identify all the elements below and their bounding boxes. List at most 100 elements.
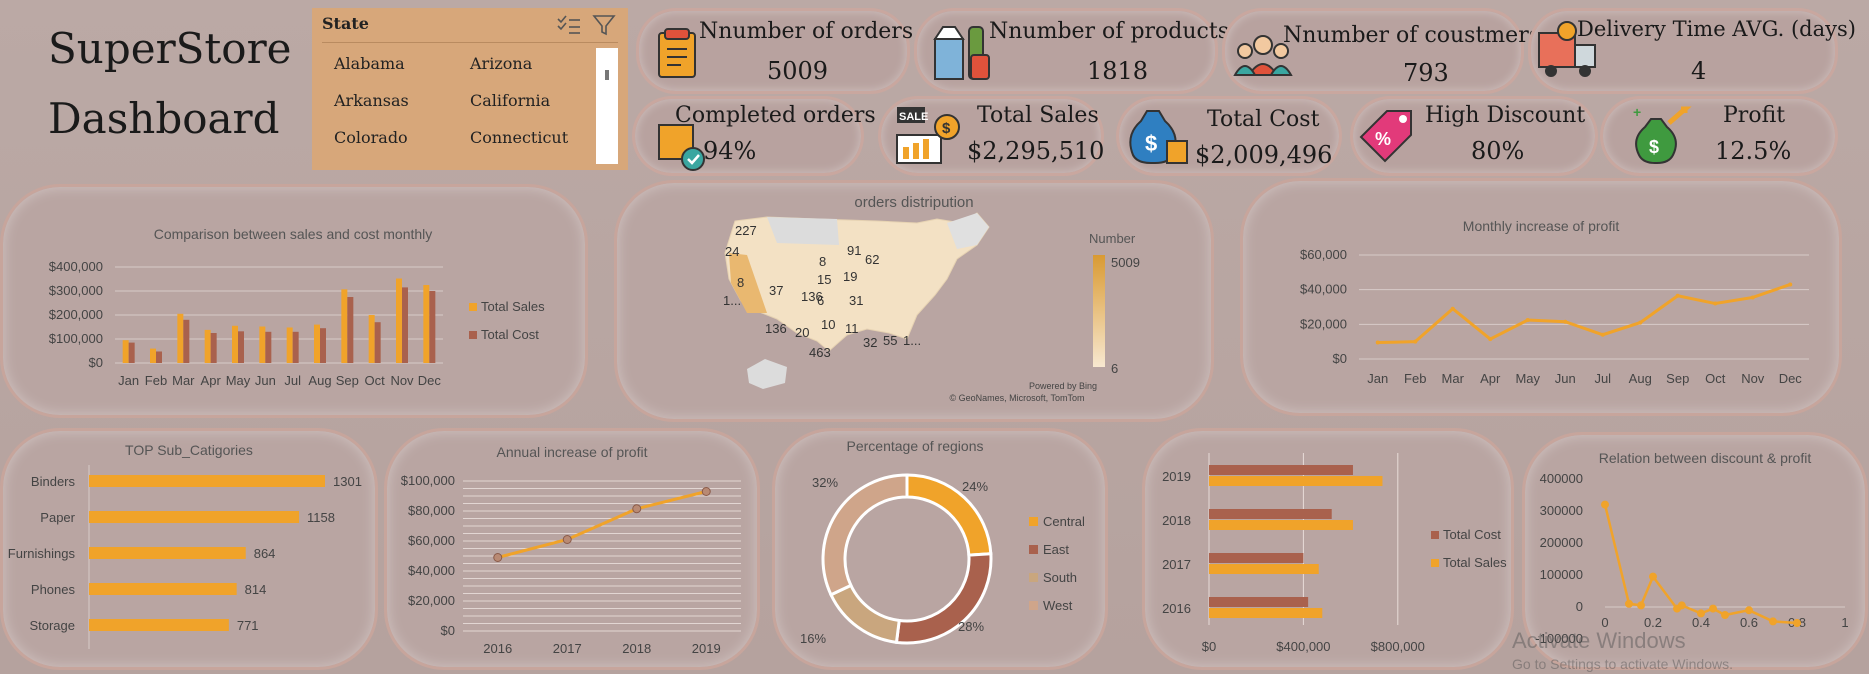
slicer-item-colorado[interactable]: Colorado xyxy=(334,128,408,147)
slicer-item-connecticut[interactable]: Connecticut xyxy=(470,128,569,147)
data-point xyxy=(1677,601,1686,610)
category-label: Phones xyxy=(31,582,76,597)
kpi-orders: Nnumber of orders 5009 xyxy=(636,8,914,94)
map-credit-geonames: © GeoNames, Microsoft, TomTom xyxy=(950,393,1085,403)
bar-total-cost xyxy=(1209,553,1304,563)
map-region-label: 37 xyxy=(769,283,783,298)
map-region-label: 32 xyxy=(863,335,877,350)
slicer-item-arizona[interactable]: Arizona xyxy=(470,54,533,73)
data-point xyxy=(1525,318,1530,322)
legend-label: East xyxy=(1043,542,1069,557)
svg-text:+: + xyxy=(1633,104,1641,120)
map-region-label: 136 xyxy=(765,321,787,336)
chart-title: Percentage of regions xyxy=(847,438,984,454)
bar-total-cost xyxy=(265,331,272,363)
y-tick-label: $60,000 xyxy=(408,533,455,548)
legend-label: Total Cost xyxy=(1443,527,1501,542)
y-tick-label: $20,000 xyxy=(1300,316,1347,331)
map-region-label: 6 xyxy=(817,293,824,308)
kpi-customers-value: 793 xyxy=(1403,59,1449,87)
delivery-truck-icon xyxy=(1538,21,1596,77)
map-region-label: 8 xyxy=(737,275,744,290)
bar-total-sales xyxy=(177,313,184,363)
x-tick-label: 2017 xyxy=(553,641,582,656)
panel-orders-map: orders distripution 227 24 8 91 62 15 19 8 37 136 6… xyxy=(614,180,1214,422)
slicer-scroll-thumb[interactable] xyxy=(605,70,609,80)
x-tick-label: Sep xyxy=(1666,371,1689,386)
bar-total-sales xyxy=(150,348,156,363)
bar-total-cost xyxy=(1209,597,1309,607)
map-region-label: 1... xyxy=(723,293,741,308)
profit-bag-icon: $ + xyxy=(1633,104,1692,164)
category-label: Paper xyxy=(40,510,75,525)
x-tick-label: $400,000 xyxy=(1276,639,1330,654)
kpi-orders-value: 5009 xyxy=(767,57,829,85)
slicer-item-arkansas[interactable]: Arkansas xyxy=(334,91,409,110)
data-point xyxy=(1638,320,1643,325)
x-tick-label: $800,000 xyxy=(1371,639,1425,654)
slicer-scrollbar[interactable] xyxy=(596,48,618,164)
regions-donut-chart: Percentage of regions 24% 28% 16% 32% Central… xyxy=(800,438,1085,646)
kpi-total-cost-value: $2,009,496 xyxy=(1195,141,1333,169)
discount-tag-icon: % xyxy=(1359,110,1412,163)
x-tick-label: 1 xyxy=(1841,615,1848,630)
usa-map-shape xyxy=(724,212,990,352)
clear-filter-icon[interactable] xyxy=(592,15,616,36)
data-point xyxy=(562,535,572,544)
map-region-label: 31 xyxy=(849,293,863,308)
slicer-title: State xyxy=(322,14,369,33)
panel-yearly-sales-cost: $0 $400,000 $800,000 2016 2017 2018 2019 Total … xyxy=(1142,428,1514,670)
money-bag-icon: $ xyxy=(1129,110,1188,164)
kpi-orders-label: Nnumber of orders xyxy=(699,19,914,44)
y-tick-label: $60,000 xyxy=(1300,247,1347,262)
map-region-label: 227 xyxy=(735,223,757,238)
data-point xyxy=(1697,609,1705,618)
bar-total-cost xyxy=(1209,465,1353,475)
bar-total-sales xyxy=(368,315,375,363)
data-point xyxy=(1745,606,1753,615)
trend-line xyxy=(1603,504,1798,625)
x-tick-label: Aug xyxy=(308,373,331,388)
data-point xyxy=(1709,604,1717,613)
data-point xyxy=(1413,339,1418,344)
map-region-label: 24 xyxy=(725,244,739,259)
milk-bottle-icon xyxy=(933,26,990,80)
kpi-completed-label: Completed orders xyxy=(675,103,876,128)
panel-subcategories: TOP Sub_Catigories Binders 1301 Paper 1158 Fu… xyxy=(0,428,378,670)
map-region-label: 19 xyxy=(843,269,857,284)
svg-text:$: $ xyxy=(1145,131,1157,156)
legend-swatch xyxy=(1029,517,1038,526)
legend-label: Total Cost xyxy=(481,327,539,342)
data-point xyxy=(493,553,503,562)
map-legend-min: 6 xyxy=(1111,361,1118,376)
slicer-item-california[interactable]: California xyxy=(470,91,551,110)
y-tick-label: $40,000 xyxy=(408,563,455,578)
package-check-icon xyxy=(658,124,705,171)
multi-select-icon[interactable] xyxy=(557,15,580,34)
donut-slice-south xyxy=(828,583,901,645)
y-tick-label: $300,000 xyxy=(49,283,103,298)
activate-windows-watermark: Activate Windows xyxy=(1512,628,1686,653)
data-label: 771 xyxy=(237,618,259,633)
chart-title: Monthly increase of profit xyxy=(1463,218,1620,234)
y-tick-label: 400000 xyxy=(1540,471,1583,486)
x-tick-label: Apr xyxy=(201,373,222,388)
discount-profit-chart: Relation between discount & profit 400000… xyxy=(1535,450,1848,646)
slicer-item-alabama[interactable]: Alabama xyxy=(334,54,405,73)
bar-total-sales xyxy=(204,329,211,363)
dashboard-title-line1: SuperStore xyxy=(48,24,292,73)
california-shape xyxy=(729,253,767,313)
x-tick-label: Apr xyxy=(1480,371,1501,386)
kpi-profit-label: Profit xyxy=(1723,103,1786,128)
data-point xyxy=(1675,293,1680,298)
x-tick-label: 0 xyxy=(1601,615,1608,630)
legend-label: Total Sales xyxy=(481,299,545,314)
data-point xyxy=(632,504,642,514)
bar-total-sales xyxy=(1209,476,1383,486)
x-tick-label: Nov xyxy=(1741,371,1765,386)
legend-swatch xyxy=(1431,531,1439,539)
x-tick-label: Nov xyxy=(390,373,414,388)
panel-regions: Percentage of regions 24% 28% 16% 32% Central… xyxy=(772,428,1108,670)
state-slicer[interactable]: State Alabama Arizona Arkansas Californi… xyxy=(312,8,628,170)
kpi-total-sales: SALE $ Total Sales $2,295,510 xyxy=(878,96,1104,176)
